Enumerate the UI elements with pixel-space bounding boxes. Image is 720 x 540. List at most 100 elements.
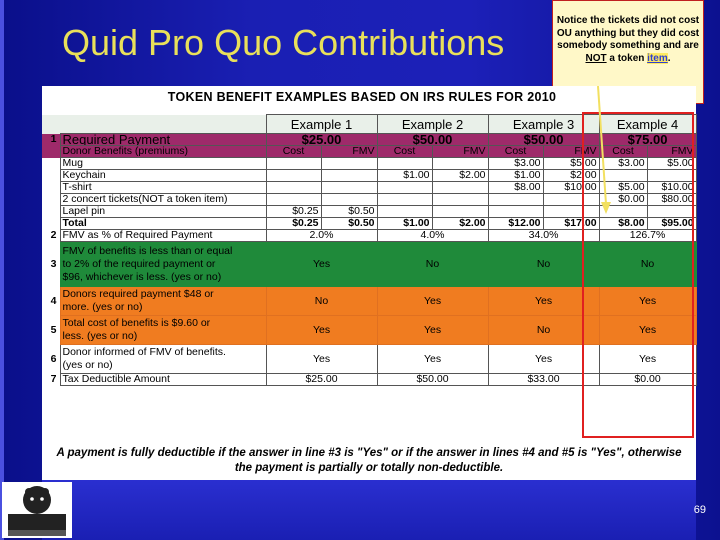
cell: $50.00 (376, 373, 489, 386)
example-1-header: Example 1 (265, 114, 378, 134)
callout-item: item (647, 52, 668, 64)
cell: 4.0% (376, 229, 489, 242)
token-benefit-table: Example 1 Example 2 Example 3 Example 4 … (42, 114, 697, 386)
item-value-cell: $1.00 (487, 169, 544, 182)
item-value-cell (265, 157, 322, 170)
row-number: 2 (50, 229, 57, 241)
callout-text-b: a token (606, 52, 648, 64)
row-number (42, 194, 60, 206)
examples-header-row: Example 1 Example 2 Example 3 Example 4 (42, 114, 697, 134)
item-value-cell: $12.00 (487, 217, 544, 230)
cell: No (265, 286, 378, 316)
row-number: 5 (42, 315, 60, 345)
item-value-cell (487, 193, 544, 206)
row-number: 4 (42, 286, 60, 316)
tax-deductible-label: Tax Deductible Amount (59, 373, 267, 386)
cell: No (598, 241, 697, 287)
item-value-cell: $0.50 (320, 205, 378, 218)
item-label: T-shirt (59, 181, 267, 194)
item-value-cell (431, 181, 489, 194)
left-accent-bar (0, 0, 4, 540)
row-5-label: Total cost of benefits is $9.60 or less.… (59, 315, 267, 345)
item-value-cell (431, 157, 489, 170)
example-3-header: Example 3 (487, 114, 600, 134)
grizzlies-logo (2, 482, 72, 538)
row-5-line-2: less. (yes or no) (62, 330, 138, 342)
item-value-cell: $8.00 (487, 181, 544, 194)
row-4-label: Donors required payment $48 or more. (ye… (59, 286, 267, 316)
cost-header: Cost (265, 145, 322, 158)
benefit-item-row: Total $0.25 $0.50 $1.00 $2.00 $12.00 $17.00 $8.… (42, 217, 697, 230)
cell: $0.00 (598, 373, 697, 386)
item-value-cell: $3.00 (487, 157, 544, 170)
row-7-deductible: 7 Tax Deductible Amount $25.00 $50.00 $3… (42, 373, 697, 386)
callout-arrow-icon (597, 86, 611, 214)
fmv-percent-label: FMV as % of Required Payment (59, 229, 267, 242)
cell: 126.7% (598, 229, 697, 242)
fmv-percent-row: 2 FMV as % of Required Payment 2.0% 4.0%… (42, 229, 697, 242)
note-line-1: A payment is fully deductible if the ans… (56, 447, 682, 459)
item-value-cell (265, 193, 322, 206)
row-3-line-2: to 2% of the required payment or (62, 257, 216, 270)
row-5-line-1: Total cost of benefits is $9.60 or (62, 317, 211, 329)
row-number: 6 (50, 352, 57, 365)
item-value-cell: $0.25 (265, 205, 322, 218)
row-6-line-1: Donor informed of FMV of benefits. (62, 346, 226, 358)
footer-bar (42, 480, 696, 540)
row-6-line-2: (yes or no) (62, 359, 113, 371)
item-label: Mug (59, 157, 267, 170)
row-number: 1 (50, 133, 57, 145)
item-value-cell: $0.50 (320, 217, 378, 230)
item-value-cell: $2.00 (431, 217, 489, 230)
fmv-header: FMV (431, 145, 489, 158)
benefit-item-row: T-shirt $8.00 $10.00 $5.00 $10.00 (42, 181, 697, 194)
item-label: Lapel pin (59, 205, 267, 218)
cell: Yes (265, 315, 378, 345)
row-4-line-1: Donors required payment $48 or (62, 288, 214, 300)
item-label: Total (59, 217, 267, 230)
benefit-items: Mug $3.00 $5.00 $3.00 $5.00 Keychain $1.00 $2.0… (42, 157, 697, 230)
slide-title: Quid Pro Quo Contributions (62, 22, 505, 63)
item-value-cell: $1.00 (376, 217, 433, 230)
example-2-header: Example 2 (376, 114, 489, 134)
row-number (42, 206, 60, 218)
row-number: 7 (50, 373, 57, 385)
deductibility-note: A payment is fully deductible if the ans… (42, 446, 696, 476)
item-value-cell: $2.00 (431, 169, 489, 182)
item-value-cell (376, 205, 433, 218)
benefit-item-row: Mug $3.00 $5.00 $3.00 $5.00 (42, 157, 697, 170)
item-label: 2 concert tickets(NOT a token item) (59, 193, 267, 206)
row-6-test: 6 Donor informed of FMV of benefits. (ye… (42, 344, 697, 374)
item-value-cell (265, 181, 322, 194)
row-3-line-1: FMV of benefits is less than or equal (62, 244, 233, 257)
cell: $25.00 (265, 373, 378, 386)
row-4-test: 4 Donors required payment $48 or more. (… (42, 286, 697, 316)
item-value-cell (265, 169, 322, 182)
row-6-label: Donor informed of FMV of benefits. (yes … (59, 344, 267, 374)
row-3-label: FMV of benefits is less than or equal to… (59, 241, 267, 287)
donor-benefits-header-row: Donor Benefits (premiums) Cost FMV Cost FM… (42, 145, 697, 158)
row-3-line-3: $96, whichever is less. (yes or no) (62, 270, 222, 283)
row-number (42, 182, 60, 194)
item-value-cell (376, 193, 433, 206)
item-label: Keychain (59, 169, 267, 182)
row-3-test: 3 FMV of benefits is less than or equal … (42, 241, 697, 287)
row-number (42, 218, 60, 230)
cell: Yes (376, 286, 489, 316)
cell: Yes (376, 315, 489, 345)
cost-header: Cost (376, 145, 433, 158)
callout-text-a: Notice the tickets did not cost OU anyth… (556, 15, 700, 51)
cell: Yes (598, 344, 697, 374)
item-value-cell (320, 193, 378, 206)
row-number (42, 170, 60, 182)
item-value-cell (376, 181, 433, 194)
item-value-cell (320, 169, 378, 182)
item-value-cell (376, 157, 433, 170)
example-4-highlight-box (582, 112, 694, 438)
cell: Yes (265, 241, 378, 287)
row-number: 3 (42, 241, 60, 287)
cell: $25.00 (265, 133, 378, 146)
required-payment-label: Required Payment (59, 133, 267, 146)
row-number (42, 158, 60, 170)
item-value-cell (431, 193, 489, 206)
